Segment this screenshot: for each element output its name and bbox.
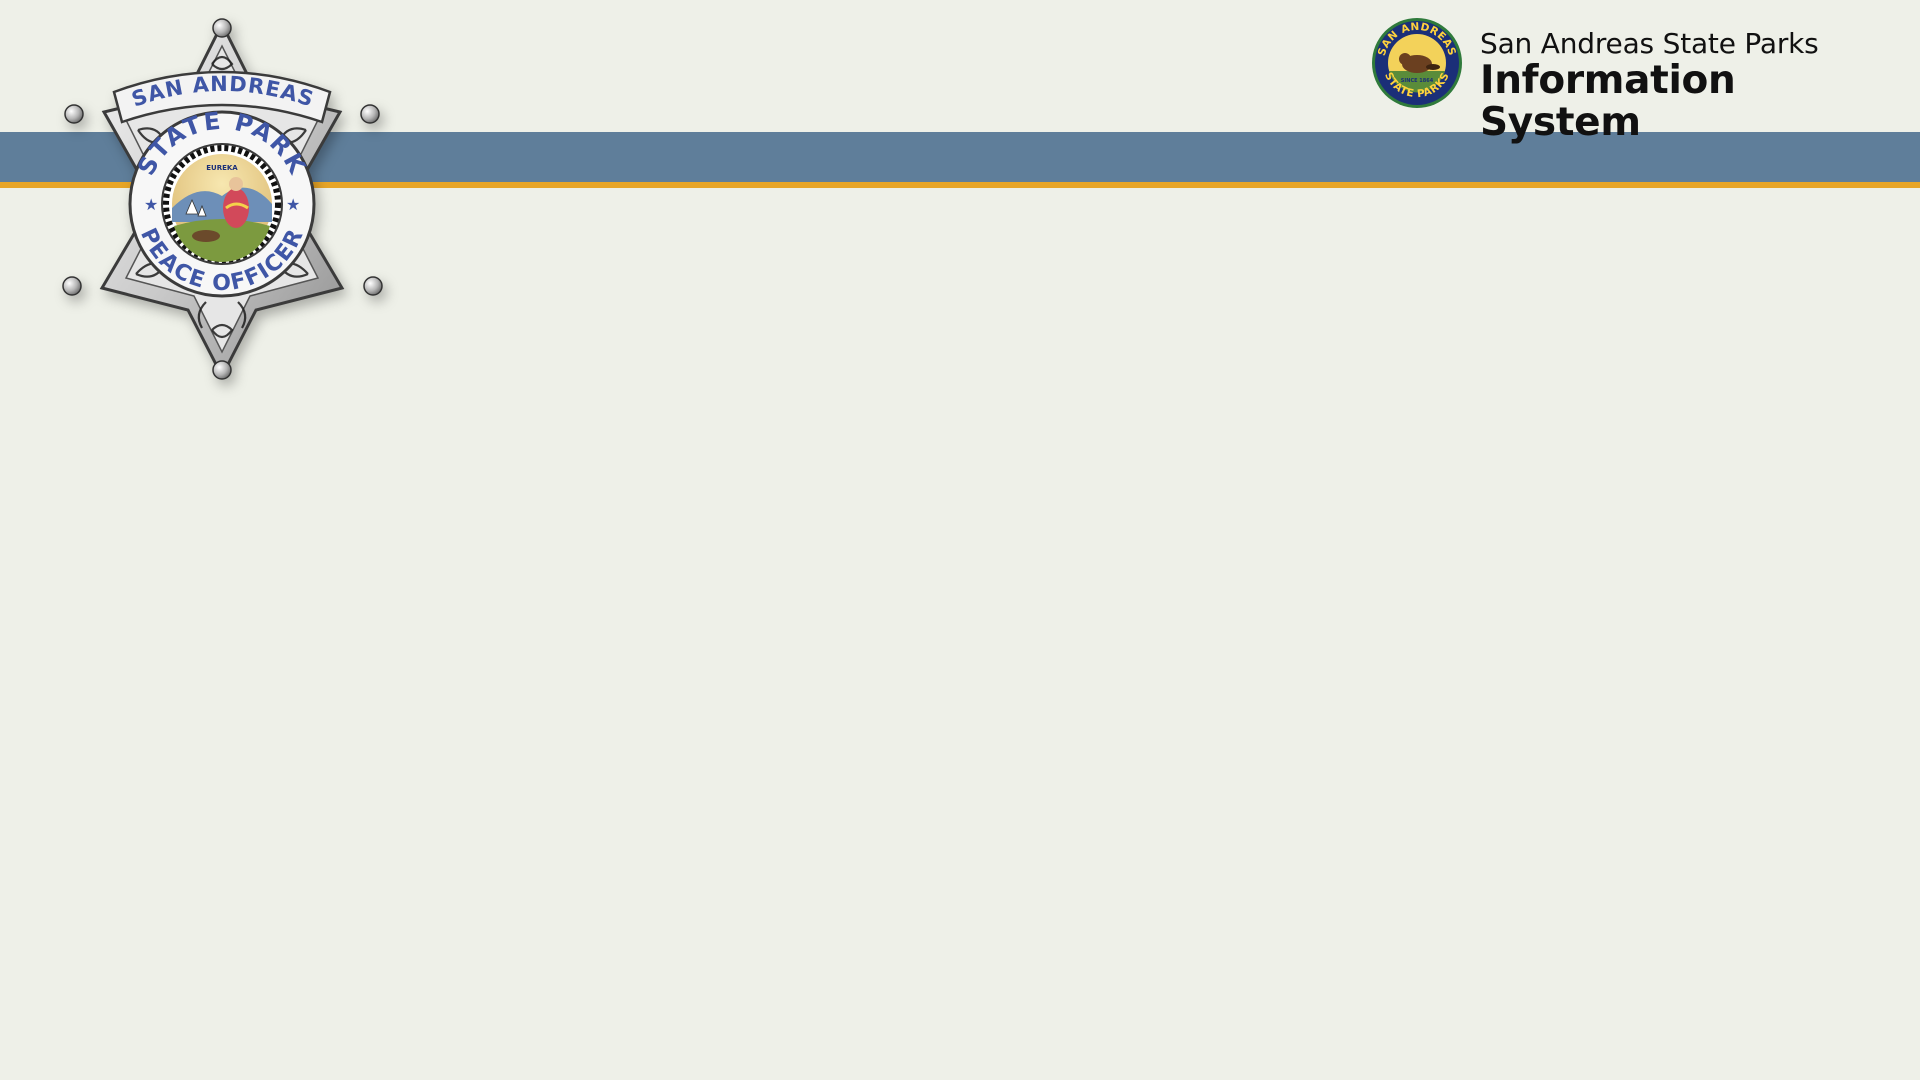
seal-center-text: SINCE 1864 xyxy=(1401,78,1434,84)
peace-officer-badge-logo: SAN ANDREAS STATE PARK PEACE OFFICER ★ ★ xyxy=(52,12,392,390)
brand-title-line2: Information System xyxy=(1480,58,1736,145)
badge-star-left-icon: ★ xyxy=(144,195,158,214)
brand-header: SAN ANDREAS STATE PARKS SINCE 1864 San A… xyxy=(1368,14,1868,144)
header-accent-stripe xyxy=(0,182,1920,188)
badge-seal-motto: EUREKA xyxy=(206,164,238,172)
state-parks-seal-icon: SAN ANDREAS STATE PARKS SINCE 1864 xyxy=(1372,18,1462,108)
brand-title: San Andreas State Parks Information Syst… xyxy=(1480,28,1868,144)
brand-title-line1: San Andreas State Parks xyxy=(1480,27,1819,60)
badge-star-right-icon: ★ xyxy=(286,195,300,214)
badge-icon: SAN ANDREAS STATE PARK PEACE OFFICER ★ ★ xyxy=(62,18,383,380)
